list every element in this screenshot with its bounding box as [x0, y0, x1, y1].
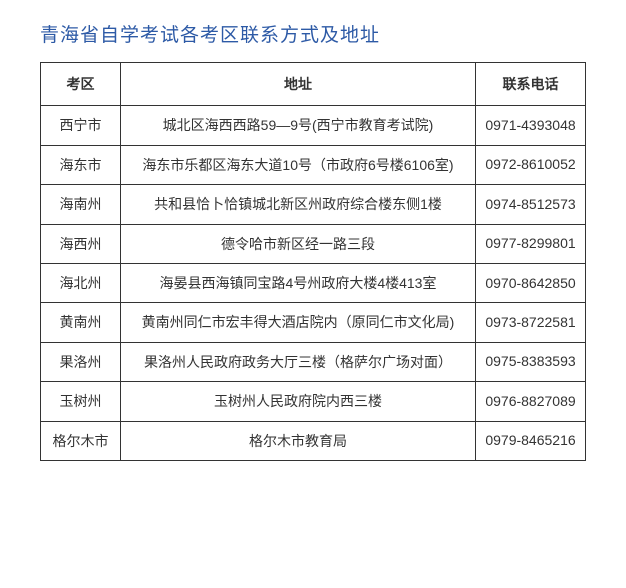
cell-district: 格尔木市: [41, 421, 121, 460]
table-row: 黄南州黄南州同仁市宏丰得大酒店院内（原同仁市文化局)0973-8722581: [41, 303, 586, 342]
cell-phone: 0976-8827089: [476, 382, 586, 421]
header-district: 考区: [41, 63, 121, 106]
cell-district: 果洛州: [41, 342, 121, 381]
page-title: 青海省自学考试各考区联系方式及地址: [40, 20, 586, 47]
cell-phone: 0979-8465216: [476, 421, 586, 460]
exam-districts-table: 考区 地址 联系电话 西宁市城北区海西西路59—9号(西宁市教育考试院)0971…: [40, 62, 586, 461]
cell-district: 西宁市: [41, 106, 121, 145]
cell-address: 格尔木市教育局: [121, 421, 476, 460]
table-row: 玉树州玉树州人民政府院内西三楼0976-8827089: [41, 382, 586, 421]
table-row: 海西州德令哈市新区经一路三段0977-8299801: [41, 224, 586, 263]
table-header-row: 考区 地址 联系电话: [41, 63, 586, 106]
cell-district: 海南州: [41, 185, 121, 224]
cell-address: 德令哈市新区经一路三段: [121, 224, 476, 263]
cell-address: 共和县恰卜恰镇城北新区州政府综合楼东侧1楼: [121, 185, 476, 224]
cell-phone: 0971-4393048: [476, 106, 586, 145]
table-body: 西宁市城北区海西西路59—9号(西宁市教育考试院)0971-4393048海东市…: [41, 106, 586, 461]
table-row: 果洛州果洛州人民政府政务大厅三楼（格萨尔广场对面）0975-8383593: [41, 342, 586, 381]
header-address: 地址: [121, 63, 476, 106]
cell-address: 海东市乐都区海东大道10号（市政府6号楼6106室): [121, 145, 476, 184]
cell-phone: 0977-8299801: [476, 224, 586, 263]
table-row: 格尔木市格尔木市教育局0979-8465216: [41, 421, 586, 460]
cell-district: 黄南州: [41, 303, 121, 342]
cell-district: 海东市: [41, 145, 121, 184]
cell-district: 海西州: [41, 224, 121, 263]
cell-phone: 0975-8383593: [476, 342, 586, 381]
table-row: 西宁市城北区海西西路59—9号(西宁市教育考试院)0971-4393048: [41, 106, 586, 145]
cell-address: 城北区海西西路59—9号(西宁市教育考试院): [121, 106, 476, 145]
table-row: 海南州共和县恰卜恰镇城北新区州政府综合楼东侧1楼0974-8512573: [41, 185, 586, 224]
cell-address: 玉树州人民政府院内西三楼: [121, 382, 476, 421]
cell-address: 黄南州同仁市宏丰得大酒店院内（原同仁市文化局): [121, 303, 476, 342]
cell-address: 海晏县西海镇同宝路4号州政府大楼4楼413室: [121, 263, 476, 302]
table-row: 海东市海东市乐都区海东大道10号（市政府6号楼6106室)0972-861005…: [41, 145, 586, 184]
cell-district: 玉树州: [41, 382, 121, 421]
cell-phone: 0974-8512573: [476, 185, 586, 224]
header-phone: 联系电话: [476, 63, 586, 106]
cell-phone: 0970-8642850: [476, 263, 586, 302]
cell-address: 果洛州人民政府政务大厅三楼（格萨尔广场对面）: [121, 342, 476, 381]
cell-district: 海北州: [41, 263, 121, 302]
cell-phone: 0972-8610052: [476, 145, 586, 184]
table-row: 海北州海晏县西海镇同宝路4号州政府大楼4楼413室0970-8642850: [41, 263, 586, 302]
cell-phone: 0973-8722581: [476, 303, 586, 342]
